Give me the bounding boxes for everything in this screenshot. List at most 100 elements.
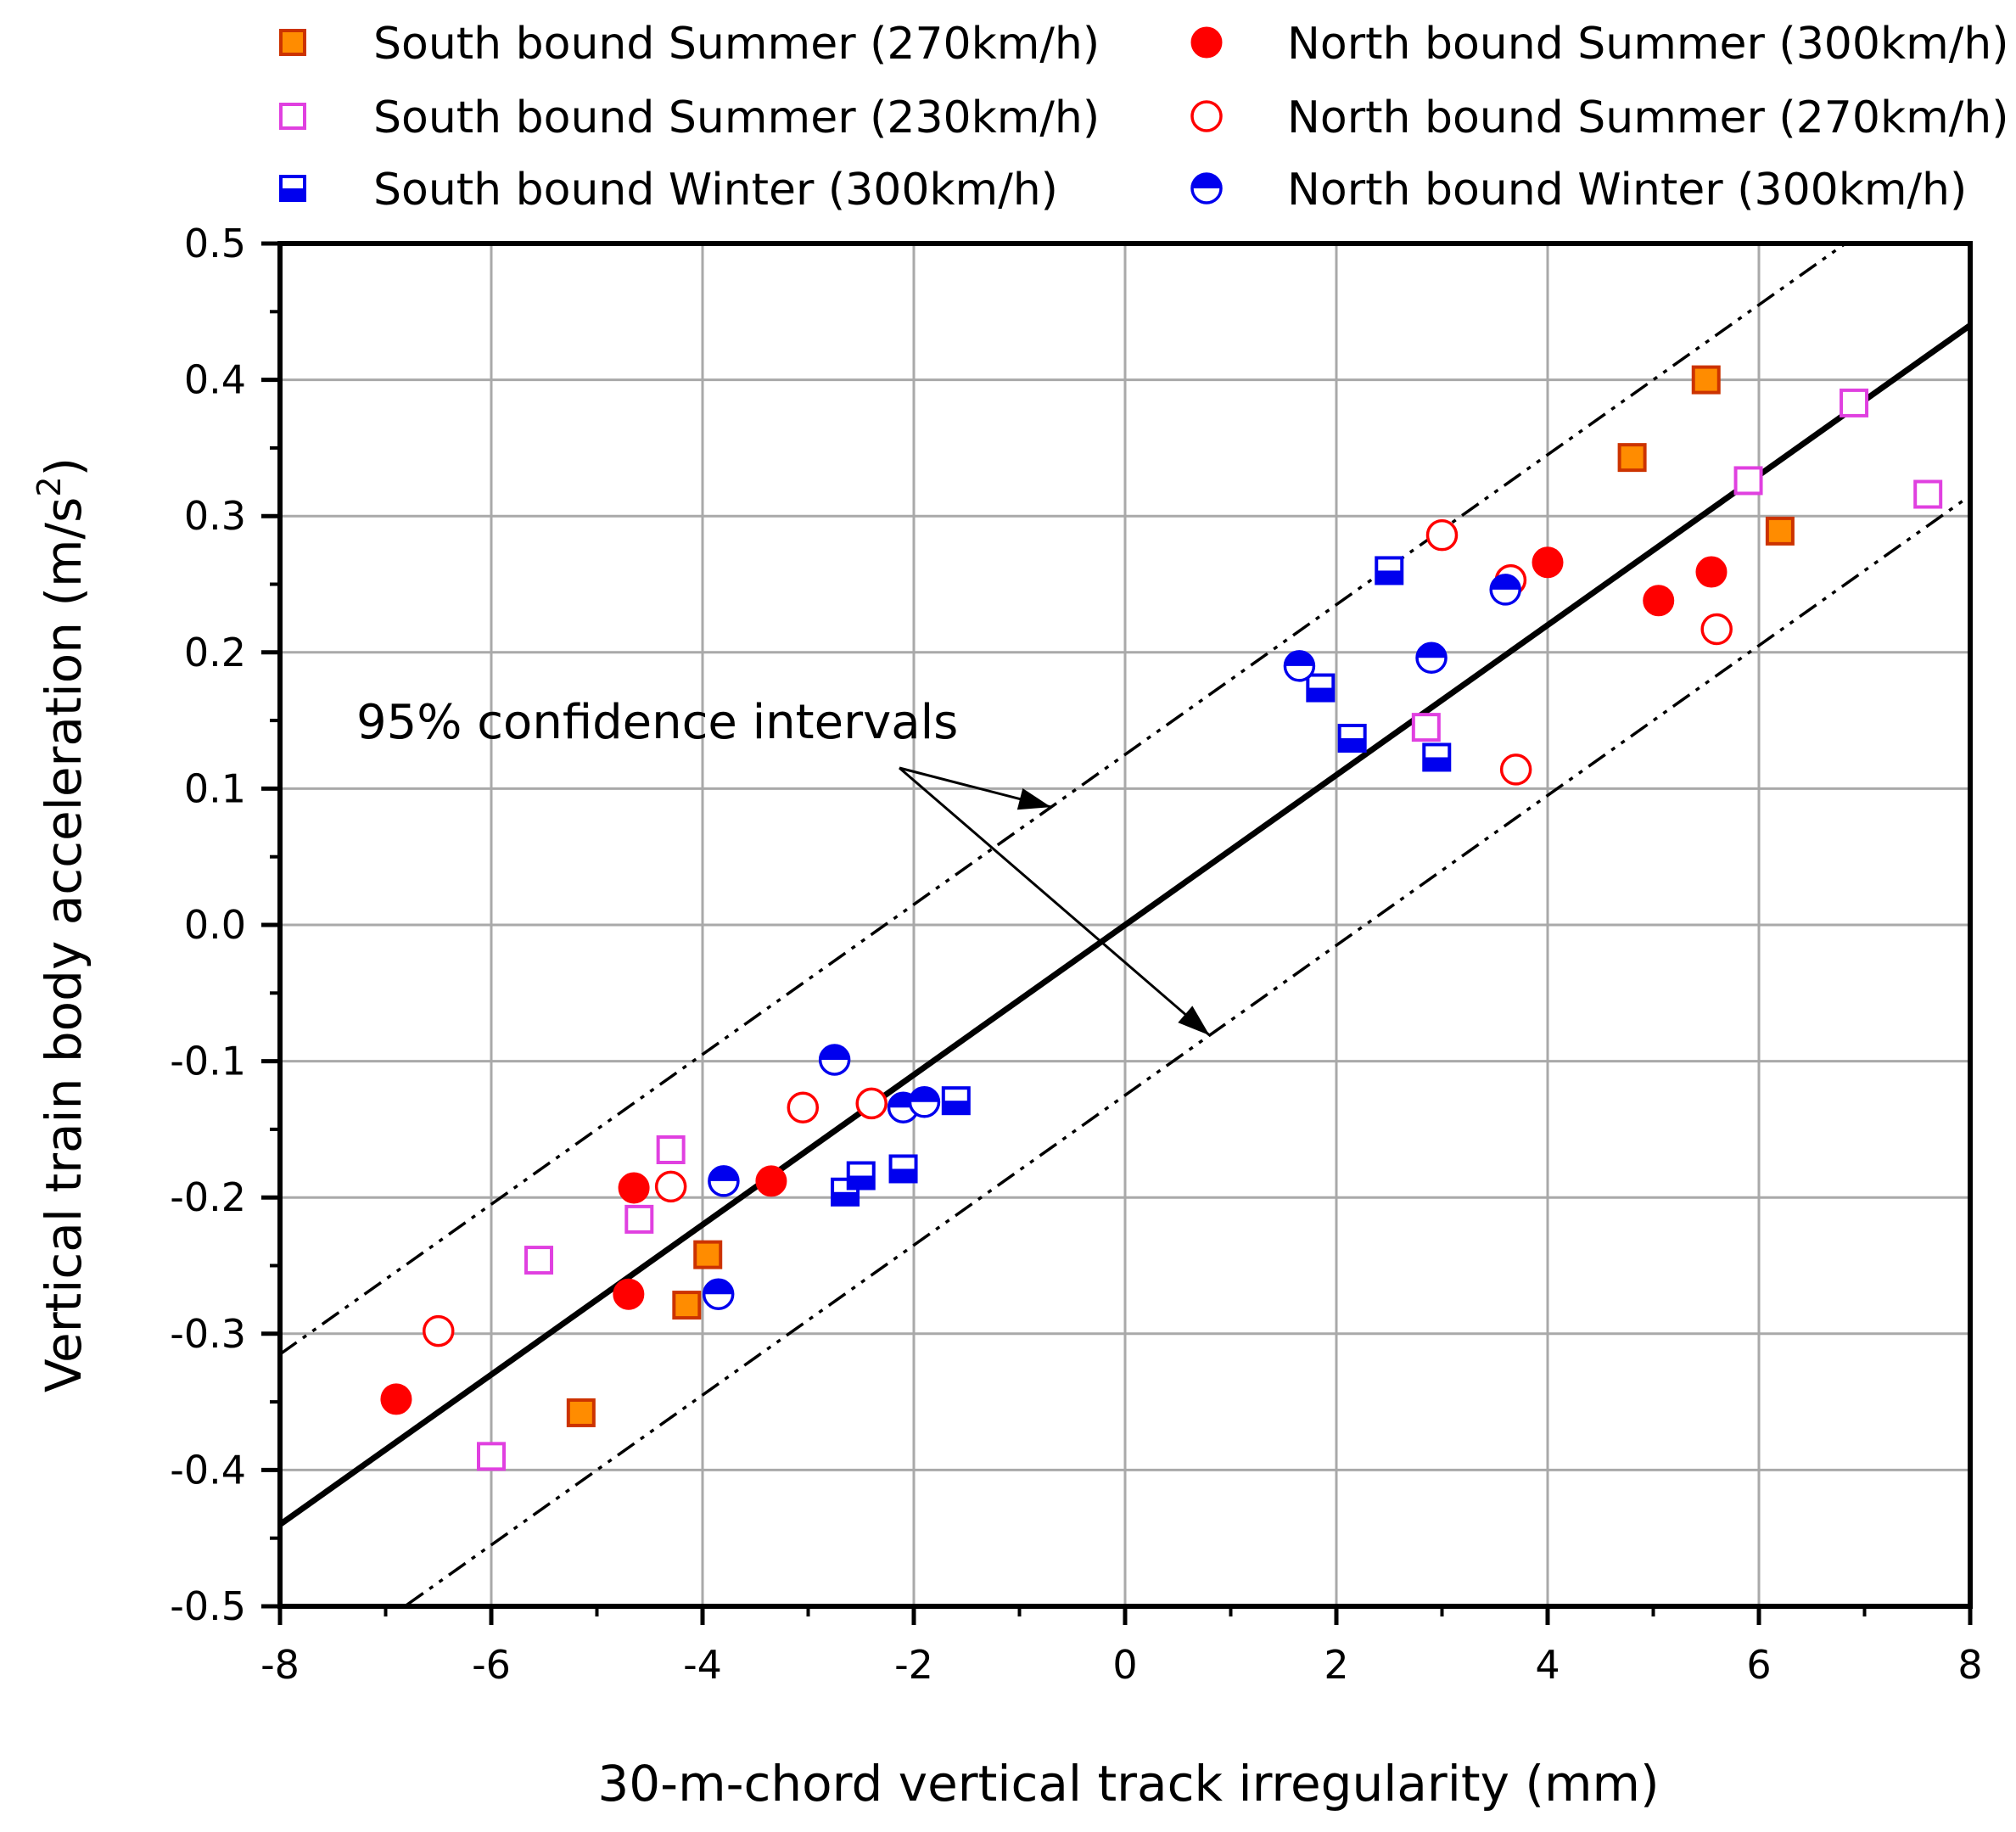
marker-shape [613,1278,645,1310]
marker-half-fill [943,1101,969,1114]
data-point-s4 [654,1170,687,1203]
data-point-s2 [1306,673,1336,703]
y-tick-label: 0.2 [184,630,246,675]
y-tick-label: -0.5 [170,1583,246,1629]
upper-confidence-line [280,244,1848,1356]
legend-marker [279,103,306,130]
x-tick-label: 6 [1746,1642,1771,1688]
legend-label: South bound Winter (300km/h) [373,165,1058,216]
marker-shape [755,1165,787,1197]
marker-half-fill [1491,574,1520,590]
axis-ticks: -8 -6 -4 -2 0 2 4 6 8 -0.5 -0.4 -0.3 -0.2 -0.1 0.0 0.1 0… [170,221,1982,1688]
data-point-s2 [846,1161,876,1191]
marker-half-fill [1285,651,1314,666]
data-point-s5 [818,1044,851,1076]
data-point-s4 [1499,754,1532,786]
x-tick-label: -2 [894,1642,933,1688]
marker-shape [1700,613,1733,646]
marker-shape [1695,556,1728,588]
data-point-s1 [624,1204,654,1234]
marker-shape [1425,518,1459,552]
marker-half-fill [708,1166,738,1181]
data-point-s4 [1425,518,1459,552]
data-point-s1 [1733,466,1763,496]
y-axis-title-superscript: 2 [31,476,68,496]
data-point-s0 [1617,443,1647,473]
data-point-s5 [1415,641,1448,674]
y-tick-label: 0.5 [184,221,246,266]
annotation-arrow-lower-head [1178,1006,1210,1036]
marker-shape [1190,26,1223,59]
data-point-s1 [1840,388,1869,417]
data-point-s4 [423,1314,455,1347]
y-tick-label: 0.4 [184,357,246,403]
x-tick-label: -4 [683,1642,722,1688]
y-tick-label: 0.0 [184,902,246,948]
x-tick-label: -8 [260,1642,300,1688]
marker-shape [1411,713,1441,742]
marker-shape [1913,479,1943,509]
legend-marker [279,29,306,56]
marker-shape [1617,443,1647,473]
data-point-s1 [656,1134,686,1164]
annotation-arrow-upper-head [1016,788,1051,810]
data-point-s2 [888,1154,918,1184]
marker-half-fill [910,1087,939,1102]
data-point-s0 [693,1240,723,1269]
legend-marker [1190,172,1223,204]
marker-half-fill [1339,737,1365,751]
data-point-s2 [1337,723,1367,753]
marker-shape [672,1291,702,1320]
data-point-s2 [1375,556,1404,585]
y-tick-label: 0.1 [184,765,246,811]
data-point-s5 [702,1278,735,1310]
legend-marker [279,175,306,202]
marker-half-fill [1417,643,1447,658]
marker-shape [787,1091,820,1123]
data-point-s3 [1695,556,1728,588]
data-point-s5 [708,1165,740,1197]
regression-line [280,322,1970,1527]
marker-shape [618,1172,650,1204]
grid [278,242,1972,1608]
data-point-s4 [787,1091,820,1123]
marker-shape [1765,516,1795,546]
annotation-label: 95% confidence intervals [356,695,958,750]
marker-shape [624,1204,654,1234]
legend-label: South bound Summer (230km/h) [373,92,1100,143]
y-tick-label: -0.2 [170,1174,246,1220]
data-point-s3 [1643,585,1675,617]
marker-shape [1190,100,1223,132]
marker-shape [656,1134,686,1164]
x-tick-label: 0 [1112,1642,1137,1688]
marker-shape [1691,365,1721,395]
marker-shape [279,103,306,130]
legend-marker [1190,100,1223,132]
marker-shape [855,1087,888,1120]
data-point-s5 [908,1086,941,1118]
marker-shape [693,1240,723,1269]
data-point-s5 [1489,574,1521,606]
marker-shape [1643,585,1675,617]
data-point-s1 [477,1442,506,1471]
annotation-arrow-lower [899,766,1211,1037]
marker-half-fill [1376,570,1403,584]
data-point-s1 [524,1246,554,1275]
data-point-s4 [855,1087,888,1120]
marker-shape [1532,546,1564,579]
legend-label: North bound Winter (300km/h) [1287,165,1967,216]
marker-half-fill [890,1168,916,1182]
marker-shape [279,29,306,56]
marker-half-fill [1308,687,1334,701]
y-axis-title: Vertical train body acceleration (m/s2) [31,457,92,1392]
x-tick-label: 4 [1535,1642,1560,1688]
legend-label: North bound Summer (300km/h) [1287,19,2008,70]
marker-half-fill [820,1045,849,1060]
data-point-s3 [613,1278,645,1310]
y-tick-label: -0.4 [170,1447,246,1493]
marker-shape [380,1383,412,1415]
marker-shape [423,1314,455,1347]
marker-half-fill [848,1175,874,1189]
marker-half-fill [703,1280,733,1295]
y-tick-label: -0.3 [170,1311,246,1357]
